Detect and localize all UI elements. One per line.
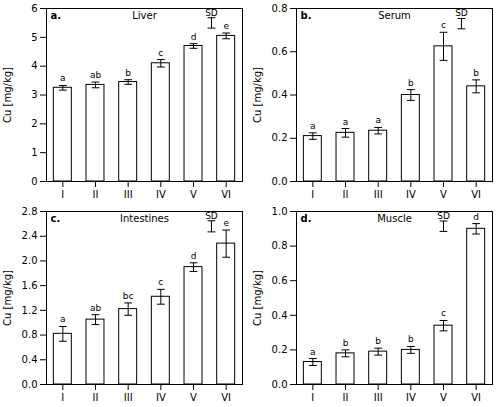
svg-text:II: II — [343, 189, 349, 200]
svg-text:VI: VI — [471, 189, 481, 200]
svg-text:b: b — [343, 338, 349, 348]
svg-text:II: II — [93, 189, 99, 200]
svg-text:Cu [mg/kg]: Cu [mg/kg] — [2, 270, 13, 326]
svg-text:V: V — [440, 189, 447, 200]
svg-text:c: c — [158, 48, 163, 58]
svg-text:3: 3 — [31, 89, 37, 100]
svg-text:IV: IV — [406, 392, 416, 403]
svg-text:b: b — [125, 68, 131, 78]
svg-text:4: 4 — [31, 60, 37, 71]
svg-text:d: d — [473, 212, 479, 222]
svg-text:0.6: 0.6 — [272, 275, 288, 286]
svg-text:d: d — [191, 251, 197, 261]
svg-text:bc: bc — [123, 291, 134, 301]
svg-text:Muscle: Muscle — [377, 213, 412, 224]
svg-text:Intestines: Intestines — [120, 213, 169, 224]
svg-text:III: III — [124, 392, 133, 403]
svg-text:2: 2 — [31, 118, 37, 129]
svg-text:SD: SD — [455, 8, 468, 18]
svg-text:d.: d. — [301, 213, 312, 224]
svg-text:Cu [mg/kg]: Cu [mg/kg] — [252, 67, 263, 123]
svg-text:b: b — [473, 68, 479, 78]
svg-text:VI: VI — [471, 392, 481, 403]
svg-text:V: V — [440, 392, 447, 403]
svg-text:II: II — [93, 392, 99, 403]
svg-text:I: I — [61, 189, 64, 200]
svg-text:a.: a. — [51, 10, 62, 21]
svg-text:b: b — [408, 78, 414, 88]
svg-text:0.6: 0.6 — [272, 46, 288, 57]
svg-text:SD: SD — [205, 8, 218, 18]
svg-text:VI: VI — [221, 392, 231, 403]
svg-text:c.: c. — [51, 213, 61, 224]
svg-text:SD: SD — [205, 211, 218, 221]
svg-text:I: I — [311, 392, 314, 403]
svg-text:c: c — [158, 277, 163, 287]
svg-text:III: III — [374, 392, 383, 403]
svg-text:0.0: 0.0 — [22, 379, 38, 390]
svg-text:IV: IV — [156, 189, 166, 200]
svg-text:IV: IV — [156, 392, 166, 403]
svg-text:e: e — [223, 21, 229, 31]
svg-text:IV: IV — [406, 189, 416, 200]
svg-text:0.8: 0.8 — [272, 240, 288, 251]
svg-text:a: a — [60, 314, 66, 324]
svg-text:ab: ab — [90, 70, 102, 80]
svg-text:b: b — [408, 334, 414, 344]
svg-text:0.0: 0.0 — [272, 176, 288, 187]
svg-text:V: V — [190, 189, 197, 200]
svg-text:c: c — [441, 308, 446, 318]
svg-text:Liver: Liver — [132, 10, 157, 21]
svg-text:a: a — [310, 347, 316, 357]
svg-text:0.8: 0.8 — [272, 3, 288, 14]
svg-text:0.8: 0.8 — [22, 329, 38, 340]
svg-text:0: 0 — [31, 176, 37, 187]
svg-text:II: II — [343, 392, 349, 403]
svg-text:5: 5 — [31, 32, 37, 43]
svg-text:e: e — [223, 218, 229, 228]
svg-text:I: I — [61, 392, 64, 403]
svg-text:a: a — [343, 117, 349, 127]
svg-text:0.0: 0.0 — [272, 379, 288, 390]
svg-text:a: a — [60, 73, 66, 83]
svg-text:0.4: 0.4 — [272, 89, 288, 100]
svg-text:SD: SD — [437, 211, 450, 221]
svg-text:a: a — [375, 115, 381, 125]
svg-text:2.4: 2.4 — [22, 230, 38, 241]
svg-text:d: d — [191, 32, 197, 42]
svg-text:0.2: 0.2 — [272, 132, 288, 143]
svg-text:1: 1 — [31, 147, 37, 158]
svg-text:6: 6 — [31, 3, 37, 14]
svg-text:2.0: 2.0 — [22, 255, 38, 266]
svg-text:ab: ab — [90, 303, 102, 313]
svg-text:b.: b. — [301, 10, 312, 21]
svg-text:III: III — [374, 189, 383, 200]
svg-text:Cu [mg/kg]: Cu [mg/kg] — [2, 67, 13, 123]
svg-text:0.4: 0.4 — [22, 354, 38, 365]
svg-text:V: V — [190, 392, 197, 403]
svg-text:Cu [mg/kg]: Cu [mg/kg] — [252, 270, 263, 326]
svg-text:I: I — [311, 189, 314, 200]
svg-text:VI: VI — [221, 189, 231, 200]
svg-text:a: a — [310, 121, 316, 131]
svg-text:III: III — [124, 189, 133, 200]
svg-text:c: c — [441, 20, 446, 30]
svg-text:1.0: 1.0 — [272, 206, 288, 217]
svg-text:1.6: 1.6 — [22, 280, 38, 291]
svg-text:1.2: 1.2 — [22, 305, 38, 316]
svg-text:b: b — [375, 336, 381, 346]
svg-text:2.8: 2.8 — [22, 206, 38, 217]
svg-text:0.4: 0.4 — [272, 310, 288, 321]
svg-text:0.2: 0.2 — [272, 344, 288, 355]
svg-text:Serum: Serum — [378, 10, 411, 21]
